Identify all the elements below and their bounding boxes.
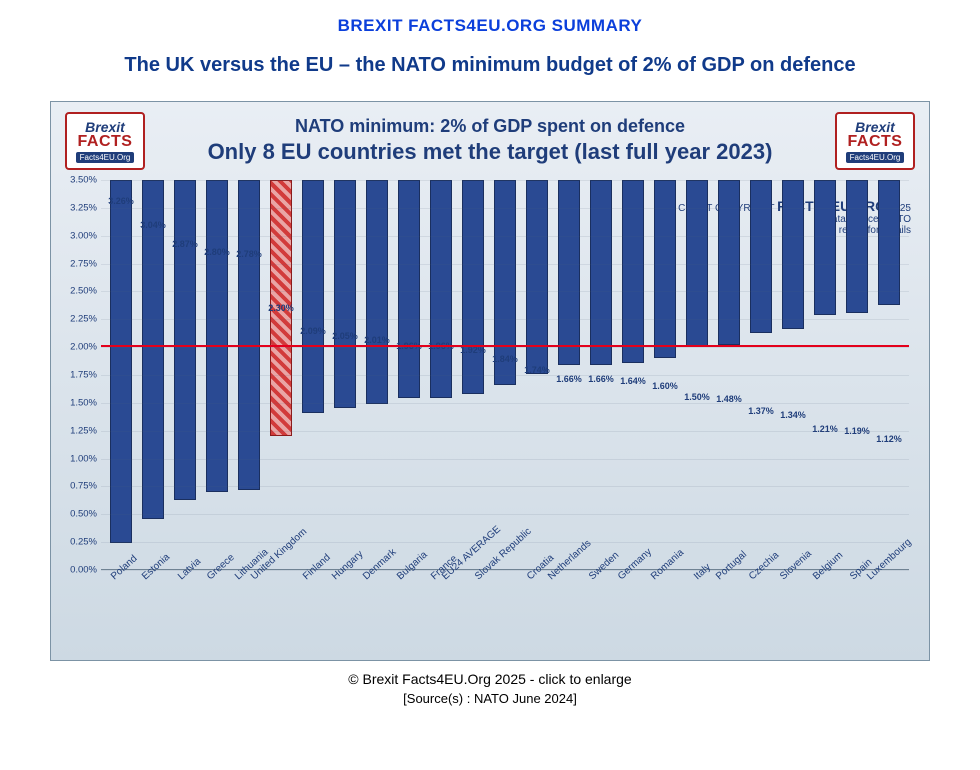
bar-value-label: 2.87% <box>172 239 198 249</box>
x-category-label: Denmark <box>361 547 399 582</box>
y-tick-label: 3.25% <box>55 202 97 213</box>
logo-line2: FACTS <box>78 134 133 150</box>
bar <box>206 180 228 492</box>
bar-value-label: 1.12% <box>876 434 902 444</box>
logo-line2: FACTS <box>848 134 903 150</box>
bar <box>782 180 804 329</box>
chart-card[interactable]: Brexit FACTS Facts4EU.Org Brexit FACTS F… <box>50 101 930 661</box>
summary-heading: BREXIT FACTS4EU.ORG SUMMARY <box>24 16 956 36</box>
gridline <box>101 403 909 404</box>
y-tick-label: 0.50% <box>55 509 97 520</box>
y-tick-label: 0.00% <box>55 565 97 576</box>
x-category-label: Italy <box>692 562 713 582</box>
y-tick-label: 0.75% <box>55 481 97 492</box>
y-tick-label: 2.75% <box>55 258 97 269</box>
bar-value-label: 2.78% <box>236 249 262 259</box>
x-category-label: Poland <box>109 553 140 582</box>
x-category-label: Belgium <box>811 550 845 582</box>
bar <box>654 180 676 358</box>
x-category-label: Czechia <box>747 550 781 582</box>
bar-value-label: 1.21% <box>812 424 838 434</box>
chart-title-1: NATO minimum: 2% of GDP spent on defence <box>67 116 913 137</box>
bar-value-label: 1.37% <box>748 406 774 416</box>
bar <box>238 180 260 490</box>
footer-line2: [Source(s) : NATO June 2024] <box>24 691 956 706</box>
bar-value-label: 2.30% <box>268 303 294 313</box>
bar <box>110 180 132 543</box>
plot-area: 3.26%Poland3.04%Estonia2.87%Latvia2.80%G… <box>101 180 909 570</box>
gridline <box>101 347 909 348</box>
y-tick-label: 1.25% <box>55 425 97 436</box>
x-category-label: Finland <box>301 552 333 582</box>
y-tick-label: 3.50% <box>55 175 97 186</box>
bar-value-label: 2.01% <box>364 335 390 345</box>
bar-value-label: 1.34% <box>780 410 806 420</box>
x-category-label: Sweden <box>587 550 621 582</box>
brand-logo-left: Brexit FACTS Facts4EU.Org <box>65 112 145 170</box>
bar-value-label: 2.80% <box>204 247 230 257</box>
gridline <box>101 542 909 543</box>
bar <box>174 180 196 500</box>
bar-value-label: 1.50% <box>684 392 710 402</box>
gridline <box>101 291 909 292</box>
gridline <box>101 459 909 460</box>
bar-value-label: 3.26% <box>108 196 134 206</box>
y-tick-label: 2.25% <box>55 314 97 325</box>
x-category-label: Germany <box>616 546 654 582</box>
subtitle-heading: The UK versus the EU – the NATO minimum … <box>24 54 956 77</box>
y-tick-label: 3.00% <box>55 230 97 241</box>
bar-value-label: 1.64% <box>620 376 646 386</box>
bar-value-label: 3.04% <box>140 220 166 230</box>
gridline <box>101 319 909 320</box>
x-category-label: Luxembourg <box>865 537 914 582</box>
x-category-label: Slovenia <box>778 548 814 582</box>
bar <box>142 180 164 519</box>
x-category-label: Greece <box>205 552 237 582</box>
logo-line1: Brexit <box>85 120 125 134</box>
bar <box>398 180 420 398</box>
x-category-label: Estonia <box>140 552 172 582</box>
y-tick-label: 2.00% <box>55 342 97 353</box>
bar <box>430 180 452 398</box>
gridline <box>101 208 909 209</box>
page: BREXIT FACTS4EU.ORG SUMMARY The UK versu… <box>0 0 980 770</box>
bar-value-label: 1.84% <box>492 354 518 364</box>
gridline <box>101 486 909 487</box>
gridline <box>101 264 909 265</box>
bar-value-label: 1.60% <box>652 381 678 391</box>
bar <box>302 180 324 413</box>
y-tick-label: 2.50% <box>55 286 97 297</box>
x-category-label: Bulgaria <box>395 549 430 582</box>
bar <box>750 180 772 333</box>
y-tick-label: 1.50% <box>55 397 97 408</box>
logo-line3: Facts4EU.Org <box>846 152 905 163</box>
x-category-label: Romania <box>649 547 686 582</box>
bar <box>878 180 900 305</box>
gridline <box>101 236 909 237</box>
bar <box>814 180 836 315</box>
gridline <box>101 431 909 432</box>
bar-value-label: 2.09% <box>300 326 326 336</box>
logo-line3: Facts4EU.Org <box>76 152 135 163</box>
bar-value-label: 1.74% <box>524 365 550 375</box>
logo-line1: Brexit <box>855 120 895 134</box>
y-tick-label: 1.75% <box>55 370 97 381</box>
x-category-label: Hungary <box>330 549 365 582</box>
footer-line1[interactable]: © Brexit Facts4EU.Org 2025 - click to en… <box>24 671 956 687</box>
brand-logo-right: Brexit FACTS Facts4EU.Org <box>835 112 915 170</box>
chart-title-2: Only 8 EU countries met the target (last… <box>67 139 913 165</box>
x-category-label: Portugal <box>714 549 749 582</box>
gridline <box>101 375 909 376</box>
bar <box>846 180 868 313</box>
gridline <box>101 514 909 515</box>
target-line <box>101 345 909 347</box>
bar-value-label: 2.05% <box>332 331 358 341</box>
gridline <box>101 180 909 181</box>
bar <box>462 180 484 394</box>
y-tick-label: 0.25% <box>55 537 97 548</box>
y-tick-label: 1.00% <box>55 453 97 464</box>
gridline <box>101 570 909 571</box>
